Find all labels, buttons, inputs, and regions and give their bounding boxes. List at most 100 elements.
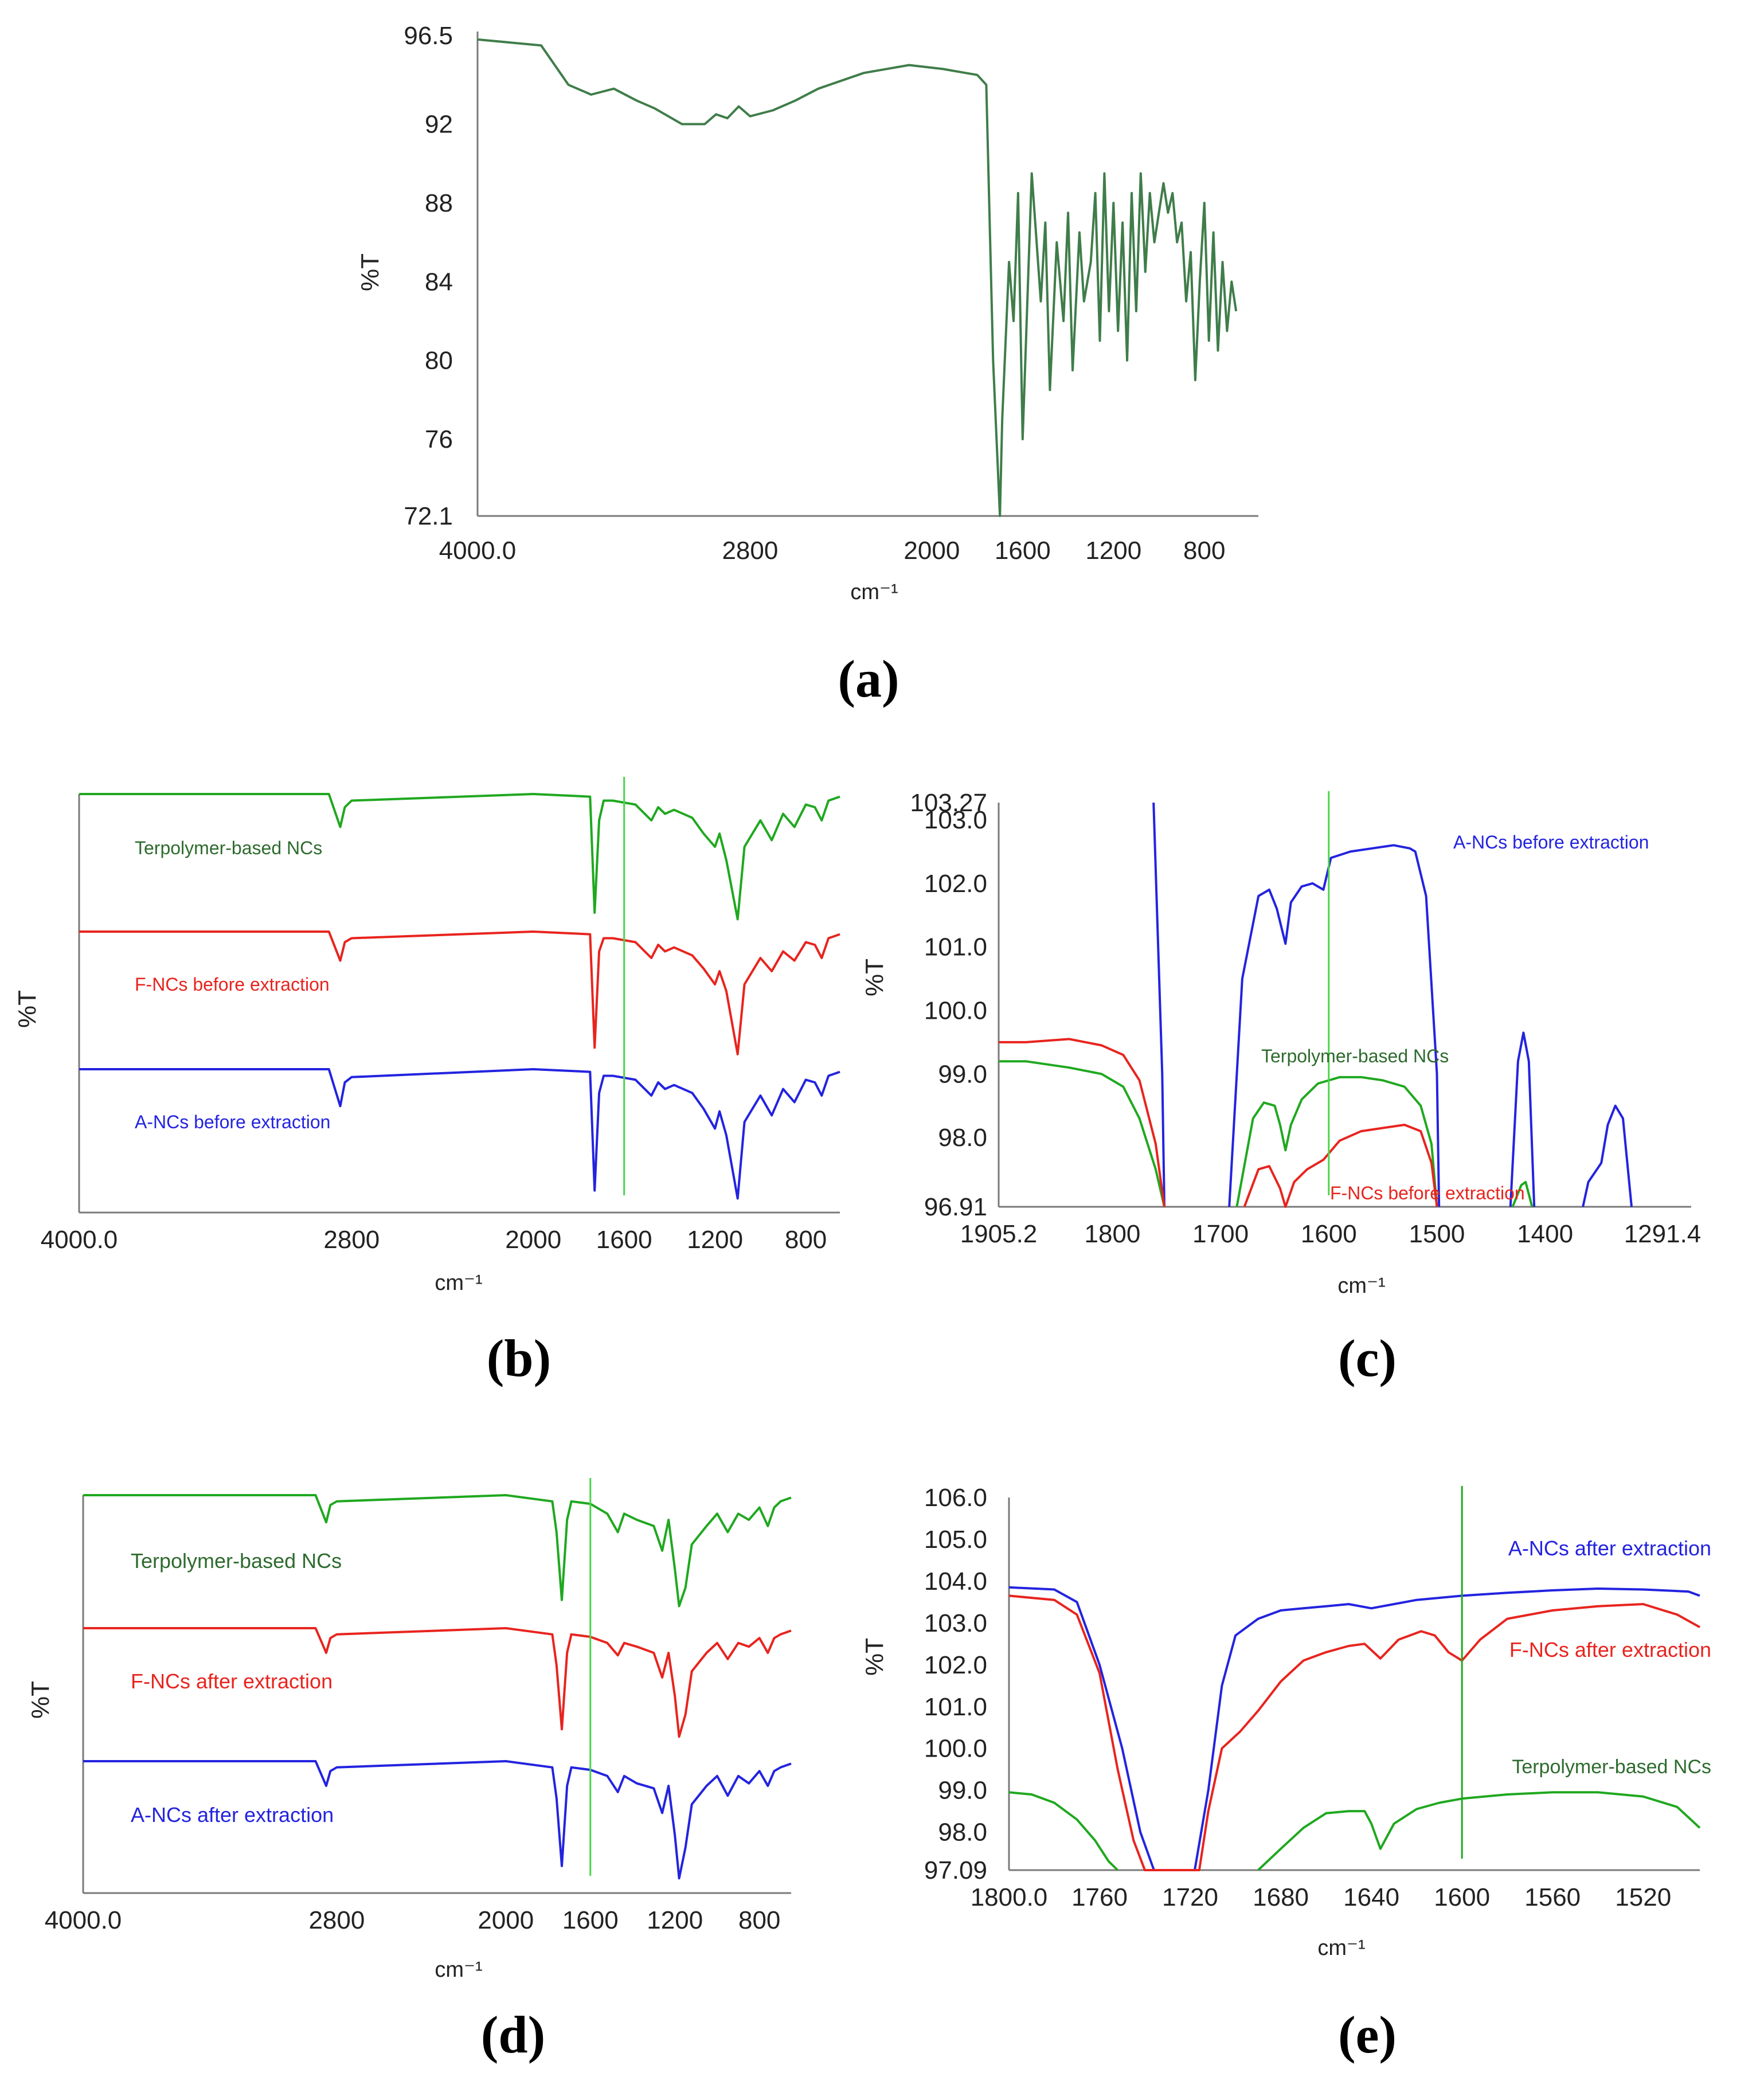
panel-b-label-fncs: F-NCs before extraction	[135, 974, 330, 995]
panel-e-x-tick-label: 1760	[1071, 1883, 1128, 1911]
panel-e-y-tick-label: 104.0	[924, 1567, 987, 1596]
panel-e-label: (e)	[1338, 2005, 1397, 2064]
panel-a-x-tick-label: 1600	[995, 537, 1051, 565]
panel-a-y-tick-label: 96.5	[404, 22, 453, 50]
panel-e-x-tick-label: 1520	[1615, 1883, 1671, 1911]
panel-c-series	[999, 802, 1633, 1208]
panel-c-y-tick-label: 96.91	[924, 1193, 987, 1221]
panel-b-y-label: %T	[13, 990, 41, 1028]
panel-e-x-tick-label: 1600	[1434, 1883, 1490, 1911]
panel-e-y-ticks: 106.0 105.0 104.0 103.0 102.0 101.0 100.0 99.0 9…	[924, 1484, 987, 1884]
panel-c-label-fncs: F-NCs before extraction	[1330, 1183, 1525, 1203]
panel-a-x-tick-label: 1200	[1085, 537, 1141, 565]
panel-c-series-a-ncs-before-extraction-seg2	[1228, 844, 1441, 1207]
panel-e-y-tick-label: 101.0	[924, 1693, 987, 1721]
panel-a-y-tick-label: 92	[425, 111, 453, 139]
panel-a-x-label: cm⁻¹	[850, 580, 898, 604]
panel-d-x-tick-label: 1600	[562, 1906, 619, 1934]
panel-e-y-tick-label: 100.0	[924, 1735, 987, 1763]
panel-e-y-tick-label: 102.0	[924, 1651, 987, 1679]
panel-e-y-label: %T	[861, 1638, 889, 1676]
panel-e-y-tick-label: 99.0	[938, 1777, 987, 1805]
panel-d-y-label: %T	[26, 1681, 54, 1719]
panel-a-y-tick-label: 76	[425, 425, 453, 453]
panel-c-x-tick-label: 1800	[1085, 1220, 1141, 1248]
panel-e-label-fncs: F-NCs after extraction	[1509, 1638, 1711, 1661]
panel-e-x-tick-label: 1680	[1253, 1883, 1309, 1911]
panel-c-x-tick-label: 1600	[1301, 1220, 1357, 1248]
panel-c-y-tick-label: 100.0	[924, 996, 987, 1024]
panel-e-series-f-ncs-after-extraction	[1008, 1594, 1700, 1871]
panel-d-series-terpolymer-based-ncs	[83, 1494, 792, 1608]
panel-b-x-tick-label: 2000	[505, 1226, 561, 1254]
panel-c-x-ticks: 1905.2 1800 1700 1600 1500 1400 1291.4	[960, 1220, 1702, 1248]
panel-c-series-a-ncs-before-extraction	[1152, 802, 1165, 1207]
panel-a-x-tick-label: 800	[1183, 537, 1225, 565]
panel-d-x-tick-label: 800	[738, 1906, 780, 1934]
panel-e-y-tick-label: 106.0	[924, 1484, 987, 1512]
panel-e-label-ancs: A-NCs after extraction	[1508, 1536, 1711, 1560]
panel-e-y-tick-label: 103.0	[924, 1609, 987, 1637]
panel-c-y-label: %T	[861, 959, 889, 996]
panel-b-series	[79, 793, 840, 1200]
panel-a-x-ticks: 4000.0 2800 2000 1600 1200 800	[439, 537, 1226, 565]
panel-d-series-a-ncs-after-extraction	[83, 1760, 792, 1880]
panel-e-label-terpolymer: Terpolymer-based NCs	[1512, 1756, 1711, 1778]
panel-e-y-tick-label: 97.09	[924, 1856, 987, 1884]
panel-e-series	[1008, 1586, 1701, 1871]
panel-d: 4000.0 2800 2000 1600 1200 800 Terpolymer-bas…	[26, 1478, 792, 2064]
panel-d-x-tick-label: 1200	[647, 1906, 703, 1934]
panel-e-series-terpolymer-based-ncs	[1008, 1791, 1118, 1871]
panel-c-x-tick-label: 1905.2	[960, 1220, 1038, 1248]
panel-c-series-a-ncs-before-extraction-seg3	[1509, 1031, 1536, 1207]
panel-c-series-terpolymer-based-ncs-seg3	[1511, 1180, 1534, 1207]
panel-c: 103.27103.0102.0101.0100.099.098.096.91 …	[861, 789, 1701, 1387]
panel-c-series-f-ncs-before-extraction	[999, 1038, 1165, 1207]
panel-b-series-a-ncs-before-extraction	[79, 1068, 840, 1200]
panel-e-y-tick-label: 98.0	[938, 1819, 987, 1847]
panel-e-x-ticks: 1800.0 1760 1720 1680 1640 1600 1560 1520	[971, 1883, 1671, 1911]
panel-c-y-tick-label: 103.27	[910, 789, 987, 817]
panel-e-series-terpolymer-based-ncs-seg2	[1257, 1791, 1701, 1871]
panel-e: 106.0 105.0 104.0 103.0 102.0 101.0 100.0 99.0 9…	[861, 1484, 1711, 2064]
panel-b-series-terpolymer-based-ncs	[79, 793, 840, 921]
panel-d-label-terpolymer: Terpolymer-based NCs	[131, 1549, 342, 1573]
panel-d-x-tick-label: 4000.0	[45, 1906, 122, 1934]
panel-e-x-tick-label: 1800.0	[971, 1883, 1048, 1911]
panel-b-x-tick-label: 1200	[687, 1226, 743, 1254]
panel-c-y-tick-label: 103.0	[924, 806, 987, 834]
panel-c-series-terpolymer-based-ncs	[999, 1060, 1165, 1207]
panel-c-x-tick-label: 1700	[1192, 1220, 1249, 1248]
panel-a: 96.5 92 88 84 80 76 72.1 4000.0 2800 2000 1600 120…	[356, 22, 1258, 708]
panel-d-series-f-ncs-after-extraction	[83, 1627, 792, 1738]
panel-a-label: (a)	[838, 650, 899, 708]
panel-e-series-a-ncs-after-extraction	[1008, 1586, 1700, 1871]
panel-c-series-a-ncs-before-extraction-seg4	[1582, 1104, 1633, 1207]
panel-c-label-ancs: A-NCs before extraction	[1453, 832, 1649, 853]
panel-c-label-terpolymer: Terpolymer-based NCs	[1261, 1046, 1449, 1066]
panel-c-x-tick-label: 1500	[1409, 1220, 1465, 1248]
panel-a-series	[477, 38, 1238, 517]
panel-e-x-tick-label: 1720	[1162, 1883, 1218, 1911]
panel-c-y-tick-label: 98.0	[938, 1124, 987, 1152]
panel-a-x-tick-label: 4000.0	[439, 537, 517, 565]
panel-a-y-tick-label: 80	[425, 347, 453, 375]
panel-d-x-tick-label: 2800	[308, 1906, 365, 1934]
panel-b-series-f-ncs-before-extraction	[79, 930, 840, 1055]
panel-a-y-tick-label: 84	[425, 268, 453, 296]
panel-b-label: (b)	[487, 1329, 551, 1387]
panel-d-x-tick-label: 2000	[478, 1906, 534, 1934]
panel-a-series-line	[477, 38, 1238, 517]
panel-c-series-f-ncs-before-extraction-seg2	[1243, 1124, 1438, 1208]
panel-c-y-tick-label: 102.0	[924, 870, 987, 898]
panel-c-x-tick-label: 1400	[1517, 1220, 1573, 1248]
panel-a-y-label: %T	[356, 253, 384, 291]
panel-e-x-tick-label: 1560	[1524, 1883, 1581, 1911]
panel-a-x-tick-label: 2800	[722, 537, 778, 565]
panel-a-y-ticks: 96.5 92 88 84 80 76 72.1	[404, 22, 453, 530]
panel-c-x-tick-label: 1291.4	[1624, 1220, 1702, 1248]
panel-d-label: (d)	[481, 2005, 545, 2064]
panel-c-series-terpolymer-based-ncs-seg2	[1235, 1076, 1438, 1207]
